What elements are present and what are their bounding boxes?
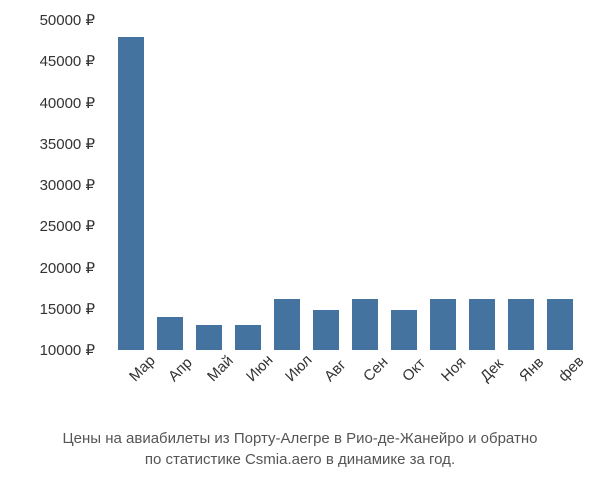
y-tick: 25000 ₽ — [40, 217, 95, 235]
y-tick: 50000 ₽ — [40, 11, 95, 29]
plot-area — [110, 20, 580, 350]
bar — [274, 299, 300, 350]
x-tick: Окт — [399, 355, 429, 385]
x-tick: Июл — [282, 355, 312, 385]
bars-group — [110, 20, 580, 350]
y-tick: 15000 ₽ — [40, 300, 95, 318]
bar — [391, 310, 417, 350]
y-tick: 45000 ₽ — [40, 52, 95, 70]
bar — [235, 325, 261, 350]
y-axis: 50000 ₽ 45000 ₽ 40000 ₽ 35000 ₽ 30000 ₽ … — [0, 20, 105, 350]
x-tick: Май — [204, 355, 234, 385]
x-labels-group: Мар Апр Май Июн Июл Авг Сен Окт Ноя Дек … — [110, 355, 580, 372]
bar — [118, 37, 144, 351]
y-tick: 30000 ₽ — [40, 176, 95, 194]
x-tick: Июн — [243, 355, 273, 385]
x-tick: Авг — [321, 355, 351, 385]
bar — [547, 299, 573, 350]
x-tick: Мар — [126, 355, 156, 385]
chart-container: 50000 ₽ 45000 ₽ 40000 ₽ 35000 ₽ 30000 ₽ … — [0, 0, 600, 500]
bar — [430, 299, 456, 350]
x-tick: Сен — [360, 355, 390, 385]
y-tick: 20000 ₽ — [40, 259, 95, 277]
x-tick: фев — [555, 355, 585, 385]
bar — [508, 299, 534, 350]
bar — [469, 299, 495, 350]
bar — [196, 325, 222, 350]
y-tick: 10000 ₽ — [40, 341, 95, 359]
y-tick: 40000 ₽ — [40, 94, 95, 112]
x-tick: Апр — [165, 355, 195, 385]
x-tick: Ноя — [438, 355, 468, 385]
x-tick: Дек — [477, 355, 507, 385]
bar — [352, 299, 378, 350]
y-tick: 35000 ₽ — [40, 135, 95, 153]
caption-line: по статистике Csmia.aero в динамике за г… — [0, 449, 600, 470]
bar — [313, 310, 339, 350]
bar — [157, 317, 183, 350]
x-axis: Мар Апр Май Июн Июл Авг Сен Окт Ноя Дек … — [110, 355, 580, 425]
x-tick: Янв — [516, 355, 546, 385]
caption-line: Цены на авиабилеты из Порту-Алегре в Рио… — [0, 428, 600, 449]
chart-caption: Цены на авиабилеты из Порту-Алегре в Рио… — [0, 428, 600, 470]
